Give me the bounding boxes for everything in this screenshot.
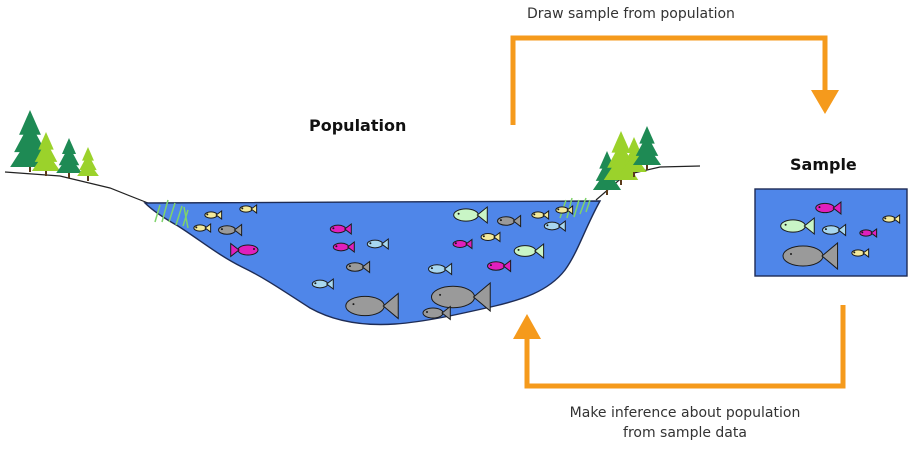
draw-sample-label: Draw sample from population	[527, 6, 735, 22]
fish-icon	[366, 237, 389, 251]
fish-icon	[332, 240, 355, 254]
population-label: Population	[309, 116, 407, 135]
fish-icon	[452, 238, 473, 250]
fish-icon	[428, 262, 453, 276]
fish-icon	[531, 210, 550, 220]
inference-arrow-path	[524, 305, 846, 389]
fish-icon	[329, 222, 352, 236]
tree-icon	[632, 126, 662, 170]
fish-icon	[311, 277, 334, 291]
inference-arrowhead-icon	[513, 314, 541, 339]
tree-icon	[56, 138, 82, 178]
fish-icon	[555, 205, 574, 215]
fish-icon	[780, 216, 815, 236]
ground-line	[4, 165, 701, 204]
fish-group	[193, 204, 574, 321]
fish-icon	[543, 219, 566, 233]
inference-label-line2: from sample data	[623, 425, 747, 441]
fish-icon	[239, 204, 258, 214]
fish-icon	[230, 242, 259, 258]
inference-label-line1: Make inference about population	[569, 405, 801, 421]
fish-icon	[882, 214, 901, 224]
draw-sample-arrow-path	[510, 35, 828, 125]
fish-icon	[782, 241, 839, 271]
fish-icon	[204, 210, 223, 220]
sample-fish-group	[780, 200, 901, 271]
fish-icon	[346, 260, 371, 274]
tree-icon	[31, 132, 61, 176]
draw-sample-arrowhead-icon	[811, 90, 839, 114]
fish-icon	[218, 223, 243, 237]
fish-icon	[513, 242, 545, 260]
fish-icon	[422, 305, 451, 321]
sample-label: Sample	[790, 155, 857, 174]
trees-group	[10, 110, 662, 195]
fish-icon	[859, 228, 878, 238]
fish-icon	[822, 223, 847, 237]
fish-icon	[497, 214, 522, 228]
fish-icon	[851, 248, 870, 258]
fish-icon	[345, 292, 399, 320]
fish-icon	[193, 223, 212, 233]
fish-icon	[453, 205, 488, 225]
fish-icon	[430, 281, 491, 313]
fish-icon	[480, 231, 501, 243]
tree-icon	[77, 147, 99, 181]
fish-icon	[487, 259, 512, 273]
fish-icon	[815, 200, 842, 216]
